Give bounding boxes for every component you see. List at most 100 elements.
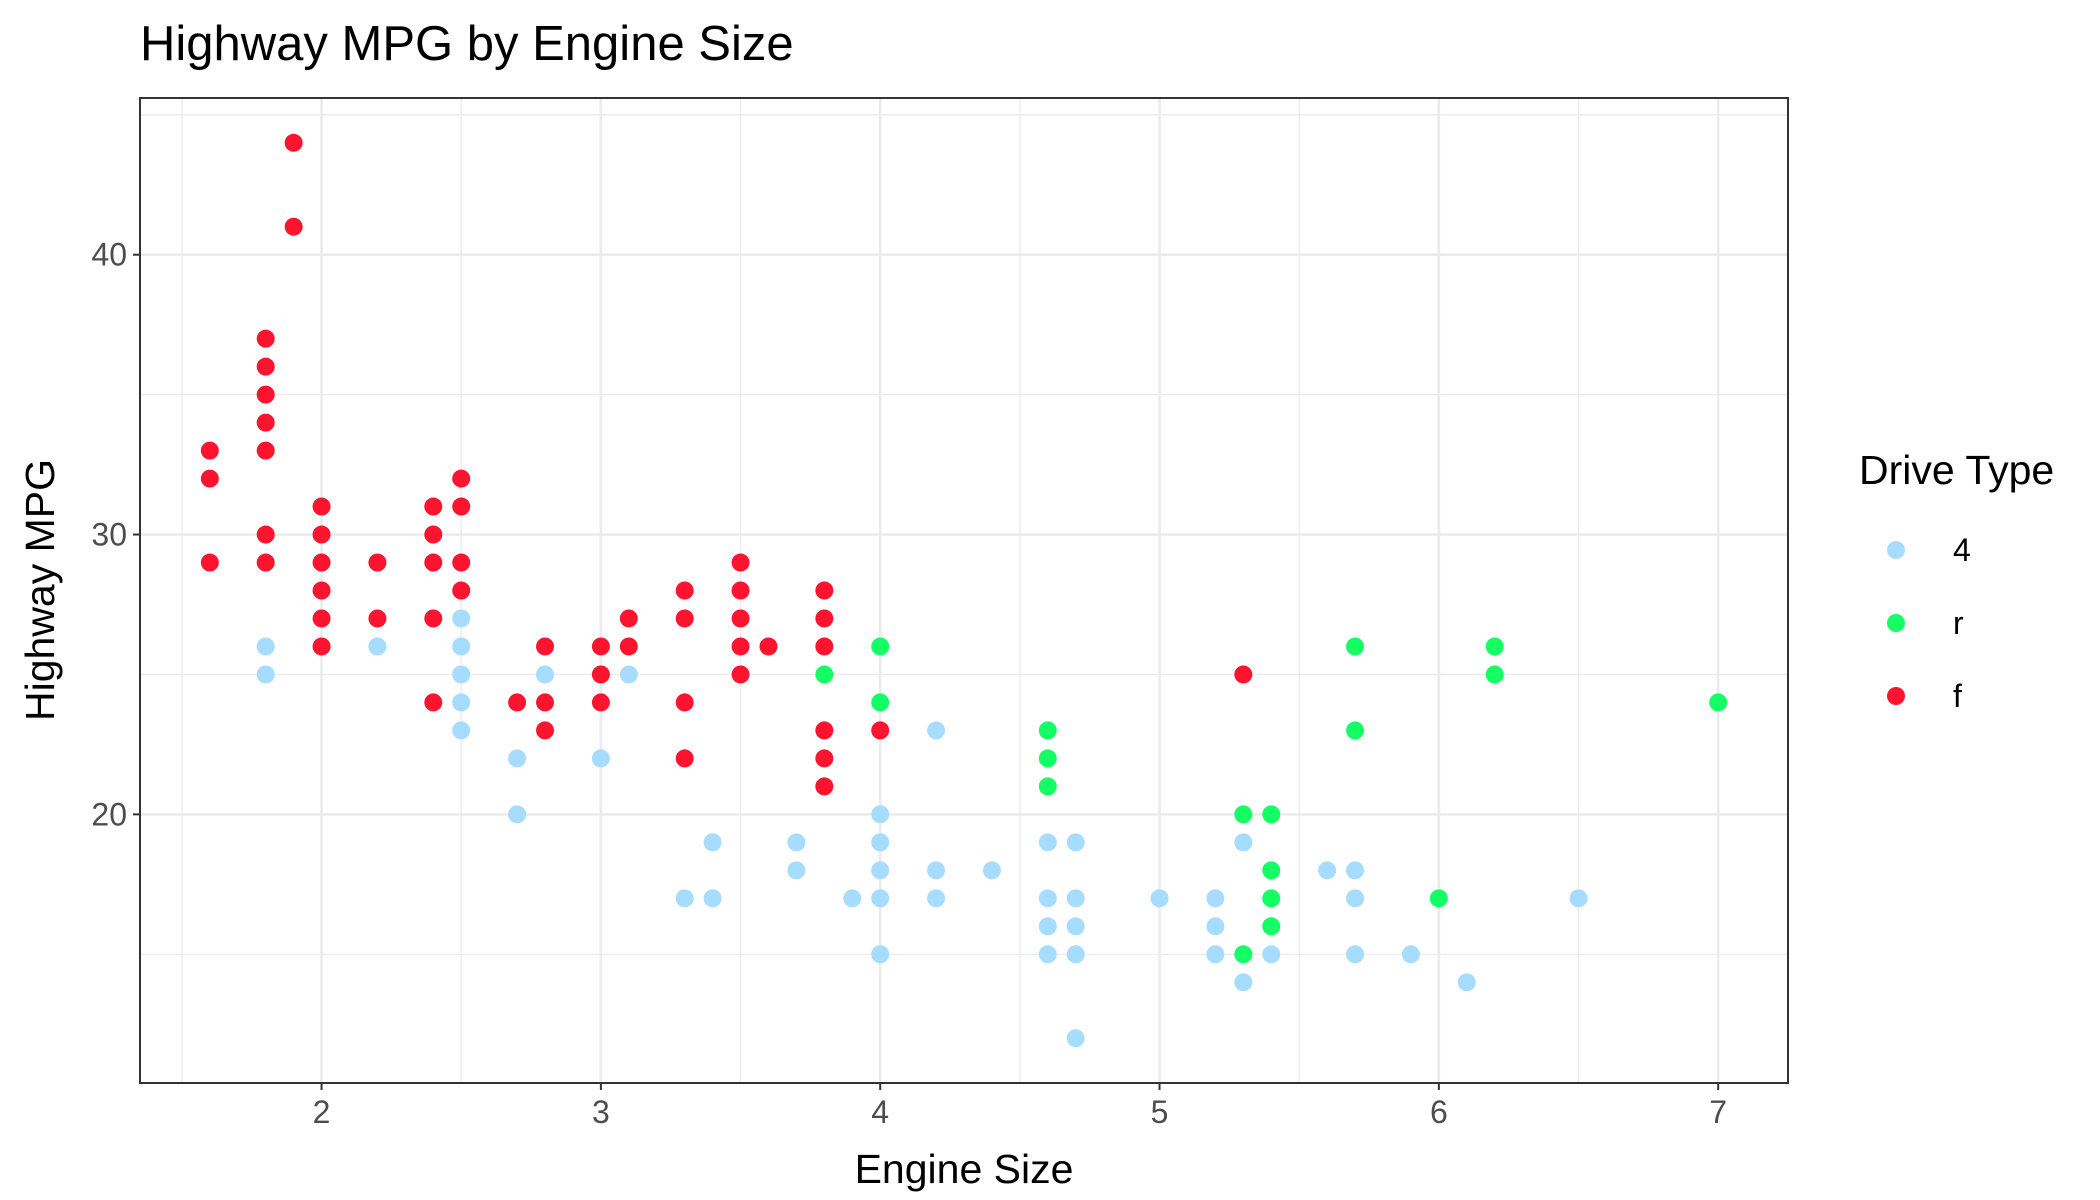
chart-title: Highway MPG by Engine Size — [140, 17, 794, 71]
data-point-r — [1262, 917, 1281, 936]
data-point-r — [871, 637, 890, 656]
data-point-r — [1429, 889, 1448, 908]
x-tick-label: 3 — [592, 1094, 610, 1130]
data-point-f — [815, 609, 834, 628]
data-point-r — [1038, 777, 1057, 796]
data-point-f — [368, 609, 387, 628]
data-point-4 — [927, 721, 946, 740]
data-point-r — [871, 693, 890, 712]
data-point-f — [591, 693, 610, 712]
data-point-f — [424, 553, 443, 572]
data-point-f — [200, 553, 219, 572]
data-point-4 — [1038, 889, 1057, 908]
data-point-f — [200, 441, 219, 460]
data-point-4 — [591, 749, 610, 768]
data-point-4 — [1206, 945, 1225, 964]
data-point-4 — [871, 833, 890, 852]
legend-key-4 — [1887, 541, 1905, 559]
y-tick-label: 20 — [91, 796, 127, 832]
x-tick-label: 4 — [871, 1094, 889, 1130]
data-point-r — [1038, 749, 1057, 768]
data-point-4 — [871, 889, 890, 908]
data-point-f — [536, 693, 555, 712]
data-point-4 — [508, 749, 527, 768]
data-point-4 — [536, 665, 555, 684]
data-point-r — [1262, 889, 1281, 908]
data-point-4 — [1401, 945, 1420, 964]
data-point-f — [256, 413, 275, 432]
data-point-4 — [787, 833, 806, 852]
data-point-4 — [1038, 833, 1057, 852]
x-tick-label: 6 — [1430, 1094, 1448, 1130]
data-point-r — [1262, 805, 1281, 824]
data-point-4 — [1457, 973, 1476, 992]
data-point-f — [731, 637, 750, 656]
data-point-f — [424, 609, 443, 628]
data-point-f — [368, 553, 387, 572]
data-point-f — [1234, 665, 1253, 684]
y-tick-label: 30 — [91, 517, 127, 553]
data-point-f — [815, 581, 834, 600]
data-point-4 — [1346, 945, 1365, 964]
y-axis-title: Highway MPG — [17, 459, 63, 721]
data-point-f — [591, 637, 610, 656]
x-tick-label: 5 — [1151, 1094, 1169, 1130]
data-point-4 — [871, 861, 890, 880]
data-point-f — [731, 665, 750, 684]
data-point-4 — [703, 833, 722, 852]
legend-label-f: f — [1953, 678, 1962, 714]
legend-label-r: r — [1953, 605, 1964, 641]
data-point-f — [619, 637, 638, 656]
data-point-f — [675, 609, 694, 628]
x-axis: 2 3 4 5 6 7 — [313, 1083, 1727, 1130]
data-point-4 — [452, 609, 471, 628]
data-point-4 — [452, 693, 471, 712]
data-point-r — [1485, 637, 1504, 656]
data-points — [200, 133, 1728, 1048]
data-point-4 — [703, 889, 722, 908]
data-point-4 — [1318, 861, 1337, 880]
data-point-4 — [256, 665, 275, 684]
data-point-4 — [1234, 833, 1253, 852]
data-point-4 — [1206, 889, 1225, 908]
data-point-4 — [1066, 917, 1085, 936]
data-point-f — [312, 581, 331, 600]
data-point-f — [731, 609, 750, 628]
data-point-f — [312, 497, 331, 516]
y-axis: 20 30 40 — [91, 237, 140, 832]
data-point-4 — [619, 665, 638, 684]
data-point-f — [424, 497, 443, 516]
data-point-4 — [843, 889, 862, 908]
data-point-f — [256, 357, 275, 376]
data-point-4 — [1038, 917, 1057, 936]
data-point-4 — [1569, 889, 1588, 908]
data-point-4 — [982, 861, 1001, 880]
data-point-4 — [787, 861, 806, 880]
data-point-4 — [871, 945, 890, 964]
data-point-4 — [1038, 945, 1057, 964]
data-point-4 — [1262, 945, 1281, 964]
data-point-4 — [1066, 889, 1085, 908]
data-point-f — [815, 637, 834, 656]
data-point-r — [1709, 693, 1728, 712]
data-point-4 — [1150, 889, 1169, 908]
data-point-f — [731, 581, 750, 600]
data-point-f — [675, 749, 694, 768]
data-point-f — [256, 553, 275, 572]
legend-key-r — [1887, 614, 1905, 632]
data-point-f — [815, 749, 834, 768]
legend-label-4: 4 — [1953, 532, 1971, 568]
data-point-r — [815, 665, 834, 684]
data-point-4 — [508, 805, 527, 824]
plot-panel-border — [139, 97, 1789, 1084]
data-point-f — [256, 525, 275, 544]
data-point-r — [1234, 805, 1253, 824]
data-point-f — [619, 609, 638, 628]
data-point-4 — [368, 637, 387, 656]
data-point-4 — [452, 665, 471, 684]
data-point-f — [731, 553, 750, 572]
data-point-f — [312, 609, 331, 628]
data-point-r — [1346, 721, 1365, 740]
data-point-f — [424, 693, 443, 712]
